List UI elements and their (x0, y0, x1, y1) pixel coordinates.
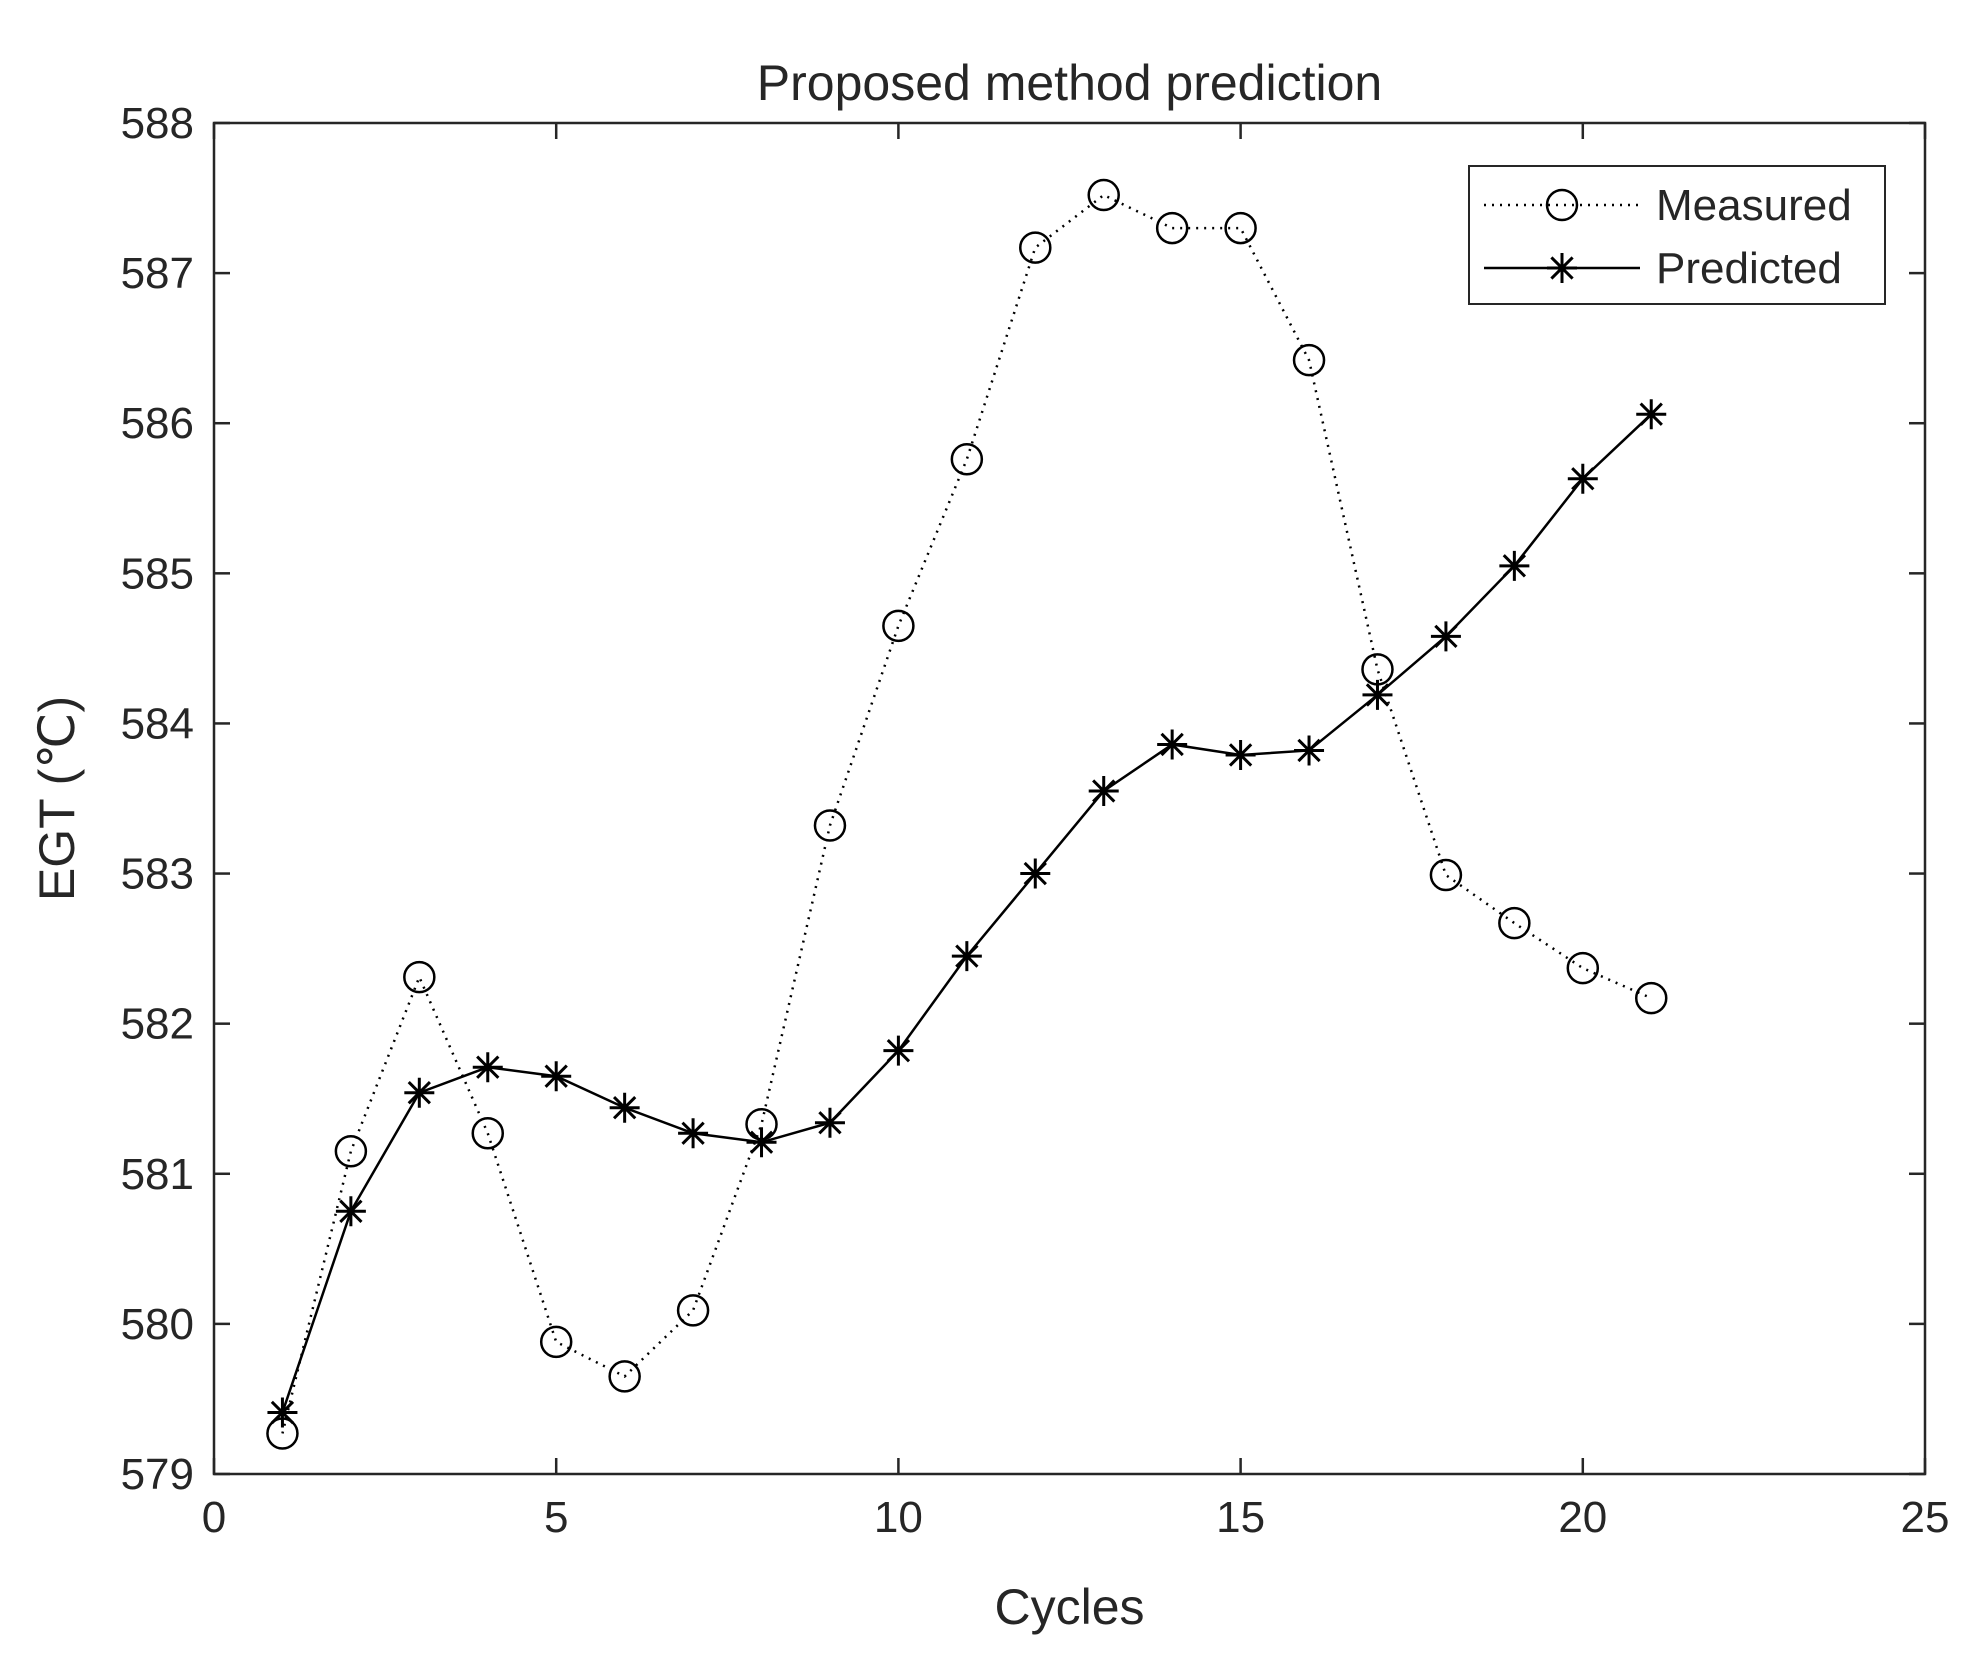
x-tick-label: 25 (1901, 1493, 1950, 1542)
data-point-measured (813, 809, 847, 842)
data-point-measured (1429, 858, 1463, 892)
plot-area-border (212, 121, 1927, 1476)
data-point-predicted (678, 1118, 709, 1149)
y-axis-label: EGT (℃) (29, 696, 85, 901)
y-tick-label: 583 (121, 850, 194, 899)
data-point-predicted (1225, 739, 1256, 770)
legend-predicted-label: Predicted (1656, 244, 1842, 293)
x-axis-label: Cycles (994, 1579, 1144, 1635)
data-point-measured (403, 960, 436, 994)
series-line-measured (281, 193, 1652, 1434)
data-point-predicted (335, 1196, 366, 1227)
chart-title: Proposed method prediction (757, 55, 1382, 111)
data-point-predicted (951, 941, 982, 972)
data-point-predicted (746, 1127, 777, 1158)
data-point-predicted (1362, 679, 1393, 710)
data-point-predicted (1567, 463, 1598, 494)
y-tick-label: 581 (121, 1150, 194, 1199)
y-tick-label: 586 (121, 399, 194, 448)
data-point-measured (334, 1135, 368, 1168)
data-point-predicted (883, 1035, 914, 1066)
data-point-measured (1224, 211, 1257, 245)
data-point-predicted (609, 1092, 640, 1123)
y-tick-label: 585 (121, 549, 194, 598)
y-tick-label: 584 (121, 699, 194, 748)
y-tick-label: 582 (121, 1000, 194, 1049)
data-point-predicted (1294, 735, 1325, 766)
data-point-predicted (1157, 729, 1188, 760)
x-tick-label: 10 (874, 1493, 923, 1542)
data-point-measured (950, 442, 984, 476)
y-tick-label: 580 (121, 1300, 194, 1349)
data-point-measured (882, 609, 915, 643)
y-tick-label: 587 (121, 249, 194, 298)
data-point-predicted (404, 1077, 435, 1108)
data-point-measured (539, 1325, 573, 1359)
x-tick-label: 20 (1558, 1493, 1607, 1542)
data-point-predicted (541, 1061, 572, 1092)
data-point-predicted (1499, 550, 1530, 581)
x-tick-label: 0 (202, 1493, 226, 1542)
data-point-measured (1498, 906, 1531, 940)
data-point-predicted (814, 1107, 845, 1138)
data-point-measured (1634, 981, 1668, 1015)
legend-predicted-marker (1547, 253, 1577, 283)
data-point-measured (1566, 951, 1600, 985)
data-point-measured (608, 1360, 641, 1393)
legend-measured-label: Measured (1656, 181, 1852, 230)
data-point-measured (1292, 343, 1326, 377)
data-point-predicted (267, 1397, 298, 1428)
data-point-measured (676, 1294, 710, 1327)
x-tick-label: 5 (544, 1493, 568, 1542)
data-point-measured (471, 1116, 505, 1150)
data-point-measured (1155, 211, 1189, 245)
data-point-predicted (1020, 858, 1051, 889)
data-point-predicted (1636, 399, 1667, 430)
x-tick-label: 15 (1216, 1493, 1265, 1542)
data-point-predicted (1430, 621, 1461, 652)
data-point-predicted (472, 1052, 503, 1083)
data-point-measured (1019, 231, 1052, 264)
legend-box (1468, 165, 1886, 305)
data-point-measured (1087, 178, 1120, 212)
y-tick-label: 588 (121, 99, 194, 148)
data-point-predicted (1088, 775, 1119, 806)
y-tick-label: 579 (121, 1450, 194, 1499)
legend: Measured Predicted (1468, 165, 1886, 305)
legend-measured-marker (1545, 188, 1579, 222)
